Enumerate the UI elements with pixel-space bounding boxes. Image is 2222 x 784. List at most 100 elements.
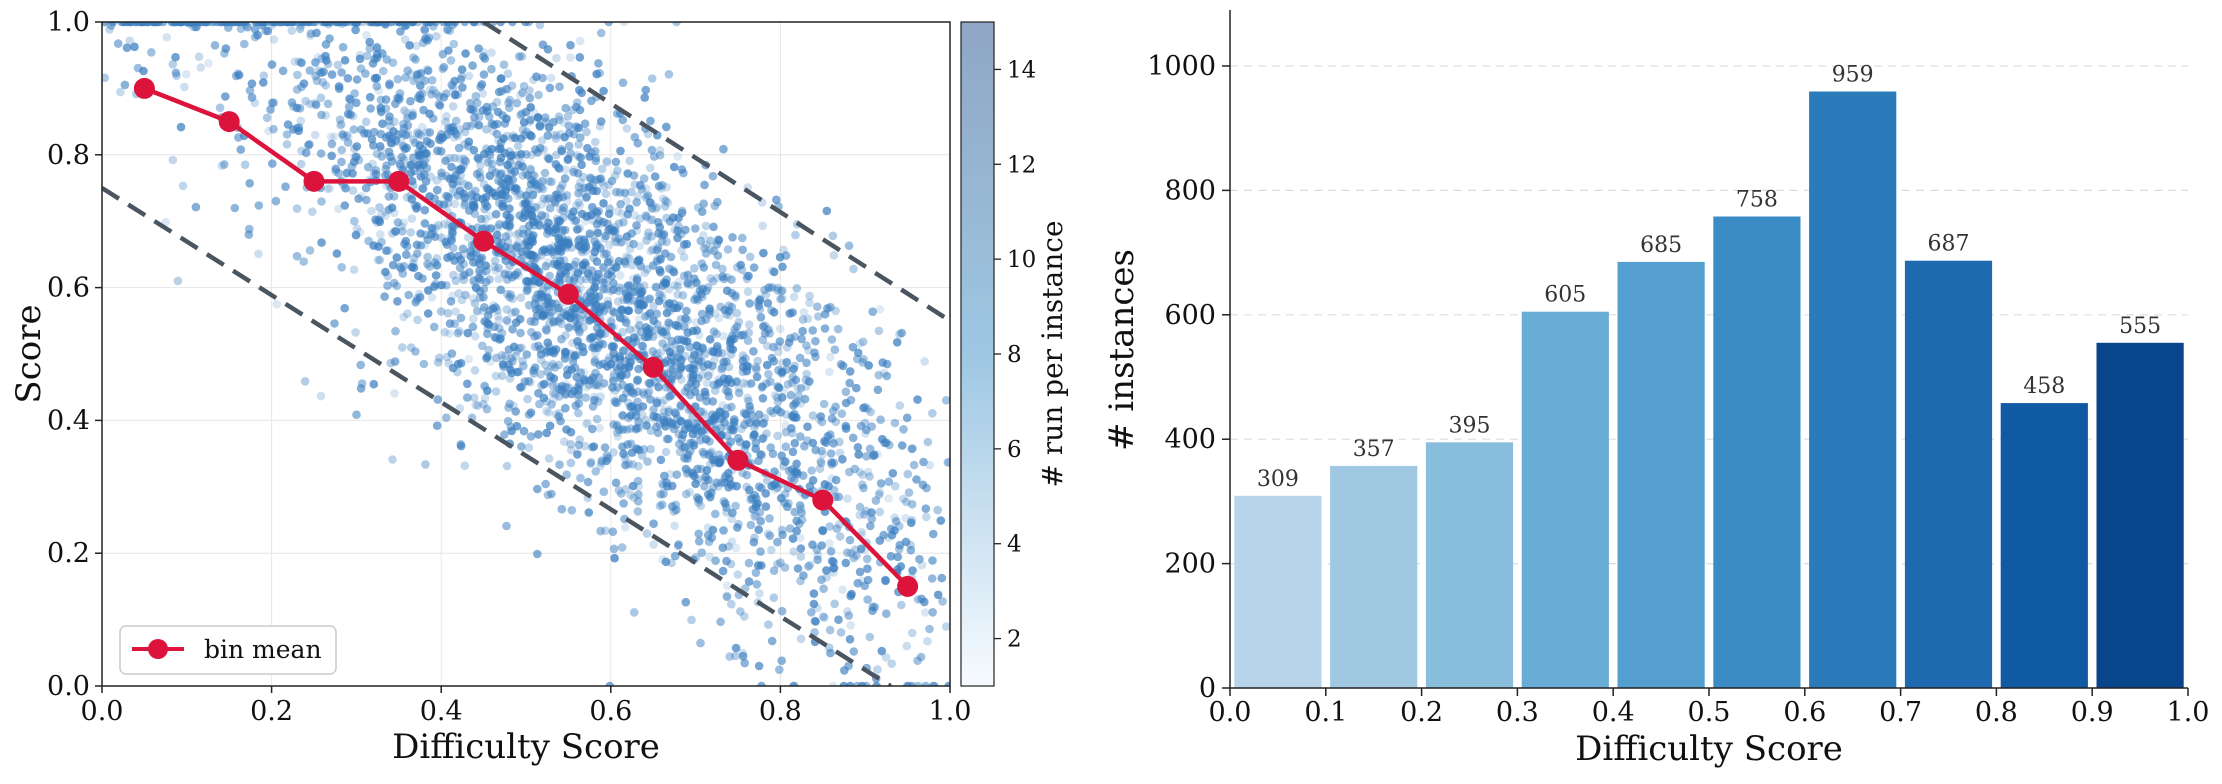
scatter-point <box>317 197 326 206</box>
scatter-point <box>702 466 712 475</box>
scatter-point <box>454 289 464 298</box>
scatter-point <box>125 36 134 45</box>
scatter-point <box>629 239 638 249</box>
scatter-point <box>642 212 651 222</box>
scatter-point <box>682 337 692 346</box>
scatter-point <box>626 387 636 396</box>
scatter-point <box>357 125 366 134</box>
scatter-point <box>805 377 814 386</box>
scatter-point <box>674 213 683 223</box>
scatter-point <box>357 192 366 201</box>
scatter-point <box>525 185 535 195</box>
scatter-point <box>446 56 456 65</box>
scatter-point <box>300 377 310 386</box>
scatter-point <box>681 464 691 474</box>
scatter-point <box>400 35 410 44</box>
scatter-point <box>754 525 763 534</box>
scatter-point <box>522 350 532 359</box>
scatter-point <box>780 489 790 499</box>
scatter-point <box>408 22 418 27</box>
scatter-point <box>475 287 485 296</box>
bar-y-tick-label: 200 <box>1164 549 1216 580</box>
scatter-point <box>730 291 739 301</box>
scatter-point <box>363 162 373 172</box>
scatter-point <box>611 233 620 243</box>
scatter-point <box>706 274 715 283</box>
scatter-point <box>419 359 429 369</box>
scatter-point <box>566 53 575 62</box>
scatter-y-tick-label: 0.8 <box>47 140 90 171</box>
bar-y-tick-label: 800 <box>1164 175 1216 206</box>
scatter-point <box>799 441 809 451</box>
scatter-point <box>429 322 439 332</box>
scatter-point <box>466 121 476 131</box>
bar-x-tick-label: 0.5 <box>1688 697 1731 728</box>
scatter-point <box>633 138 643 148</box>
scatter-point <box>501 232 511 241</box>
scatter-point <box>788 308 797 317</box>
scatter-point <box>587 96 596 106</box>
scatter-point <box>874 490 884 499</box>
scatter-point <box>547 308 556 318</box>
scatter-point <box>496 22 505 27</box>
scatter-point <box>481 261 491 270</box>
scatter-point <box>756 516 765 526</box>
scatter-point <box>551 198 560 207</box>
scatter-point <box>444 46 453 55</box>
scatter-point <box>576 283 585 293</box>
scatter-point <box>707 488 716 498</box>
scatter-point <box>333 22 342 27</box>
scatter-point <box>936 516 946 525</box>
scatter-point <box>699 231 708 240</box>
scatter-point <box>337 157 346 167</box>
scatter-point <box>681 351 690 361</box>
scatter-point <box>727 275 736 284</box>
scatter-point <box>625 156 634 166</box>
scatter-point <box>699 263 709 272</box>
scatter-point <box>646 395 655 404</box>
scatter-point <box>305 66 315 75</box>
scatter-point <box>162 32 172 42</box>
scatter-point <box>626 187 636 197</box>
scatter-point <box>779 461 788 471</box>
scatter-point <box>767 283 777 292</box>
scatter-point <box>575 201 585 210</box>
scatter-point <box>929 529 938 539</box>
scatter-point <box>403 309 412 319</box>
scatter-point <box>338 22 348 27</box>
scatter-point <box>354 194 363 203</box>
scatter-point <box>755 295 765 305</box>
scatter-point <box>933 590 943 600</box>
scatter-point <box>508 175 518 184</box>
scatter-point <box>487 64 496 74</box>
scatter-point <box>597 458 606 468</box>
scatter-point <box>789 292 799 302</box>
scatter-point <box>316 93 326 103</box>
scatter-point <box>624 291 633 300</box>
scatter-point <box>438 64 448 74</box>
scatter-point <box>534 430 543 439</box>
scatter-point <box>588 275 597 285</box>
scatter-point <box>697 309 707 319</box>
scatter-point <box>516 293 526 303</box>
scatter-point <box>733 570 743 579</box>
scatter-point <box>759 248 768 258</box>
scatter-point <box>574 440 584 450</box>
scatter-point <box>744 320 754 329</box>
scatter-point <box>764 325 773 334</box>
scatter-point <box>492 353 501 363</box>
scatter-point <box>491 371 501 381</box>
scatter-point <box>624 352 634 361</box>
scatter-point <box>718 349 727 358</box>
scatter-point <box>578 310 588 320</box>
scatter-point <box>699 243 709 253</box>
scatter-point <box>402 250 411 259</box>
scatter-point <box>606 316 616 325</box>
scatter-point <box>453 191 463 200</box>
scatter-point <box>454 143 464 153</box>
scatter-point <box>808 326 817 335</box>
scatter-point <box>503 317 513 327</box>
scatter-point <box>415 293 425 302</box>
scatter-point <box>792 526 801 536</box>
scatter-point <box>516 110 525 120</box>
